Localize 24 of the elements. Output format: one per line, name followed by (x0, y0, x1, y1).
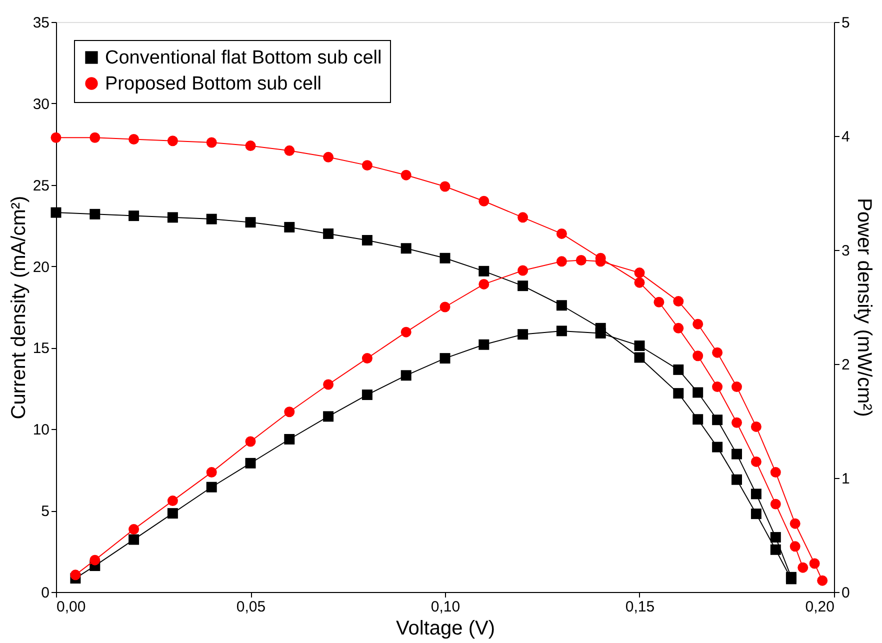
x-tick-label: 0,05 (236, 598, 266, 616)
y2-tick-label: 0 (842, 584, 850, 602)
y-tick-label: 5 (41, 503, 50, 520)
legend-label: Proposed Bottom sub cell (105, 74, 322, 94)
y2-tick-label: 1 (842, 470, 850, 488)
y-tick-label: 15 (32, 340, 50, 358)
y2-tick-label: 5 (842, 14, 850, 32)
y-tick-label: 10 (32, 422, 50, 439)
y-tick-label: 30 (32, 96, 50, 113)
x-axis-title: Voltage (V) (396, 618, 495, 640)
y-tick-label: 35 (32, 14, 50, 32)
y2-tick-label: 2 (842, 356, 850, 374)
y2-tick-label: 3 (842, 242, 850, 260)
x-tick-label: 0,15 (625, 598, 655, 616)
x-tick-label: 0,20 (805, 598, 834, 616)
y2-axis-title: Power density (mW/cm²) (852, 198, 875, 417)
x-tick-label: 0,00 (56, 598, 86, 616)
x-tick-label: 0,10 (430, 598, 460, 616)
y-tick-label: 25 (32, 177, 50, 194)
y-axis-title: Current density (mA/cm²) (8, 196, 30, 420)
y-tick-label: 0 (41, 584, 50, 602)
y2-tick-label: 4 (842, 128, 850, 146)
legend-label: Conventional flat Bottom sub cell (105, 48, 382, 68)
y-tick-label: 20 (32, 258, 50, 276)
